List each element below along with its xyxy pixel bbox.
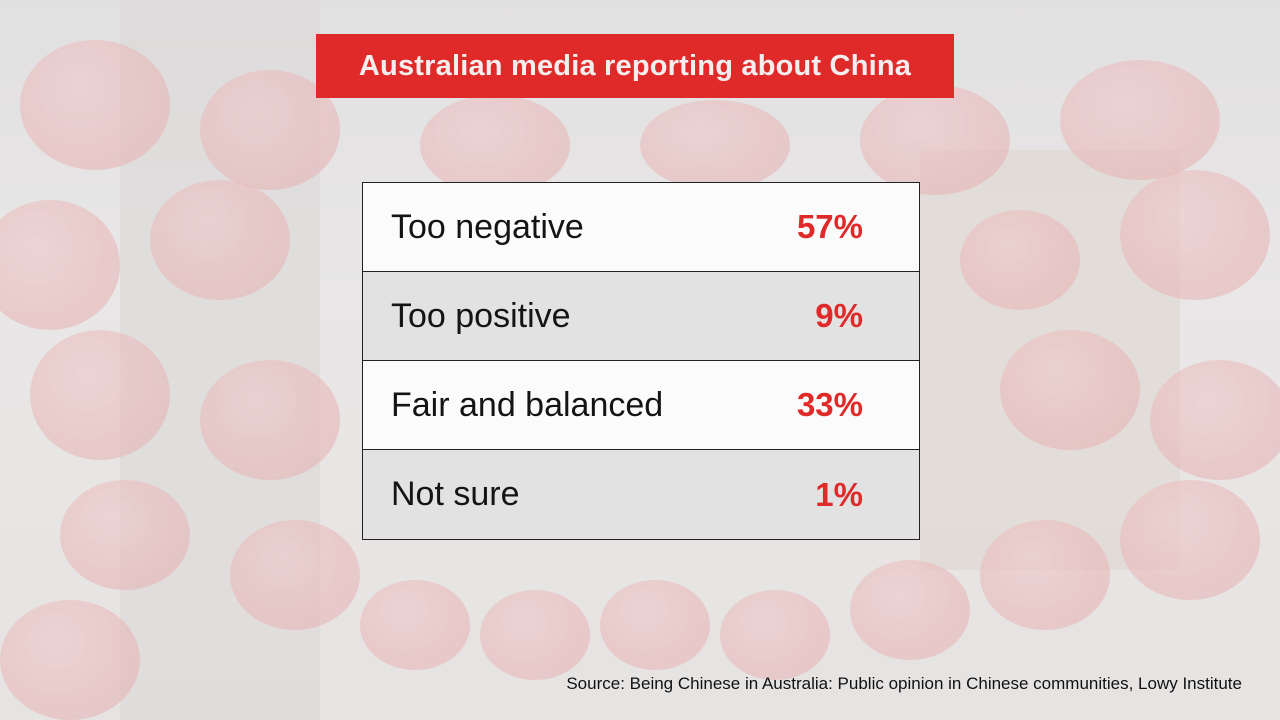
row-value: 57% [796,208,863,245]
row-label: Fair and balanced [391,385,664,424]
table-row: Fair and balanced 33% [363,361,919,450]
chart-title: Australian media reporting about China [358,49,912,82]
row-value: 1% [815,475,863,513]
table-row: Not sure 1% [363,450,919,539]
source-caption: Source: Being Chinese in Australia: Publ… [566,674,1242,693]
row-label: Too negative [391,207,584,246]
table-row: Too positive 9% [363,272,919,361]
table-row: Too negative 57% [363,183,919,272]
row-value: 9% [815,297,863,334]
results-table: Too negative 57% Too positive 9% Fair an… [362,182,920,540]
title-banner: Australian media reporting about China [316,34,954,98]
row-label: Not sure [391,475,520,513]
row-value: 33% [796,386,863,423]
row-label: Too positive [391,296,571,335]
